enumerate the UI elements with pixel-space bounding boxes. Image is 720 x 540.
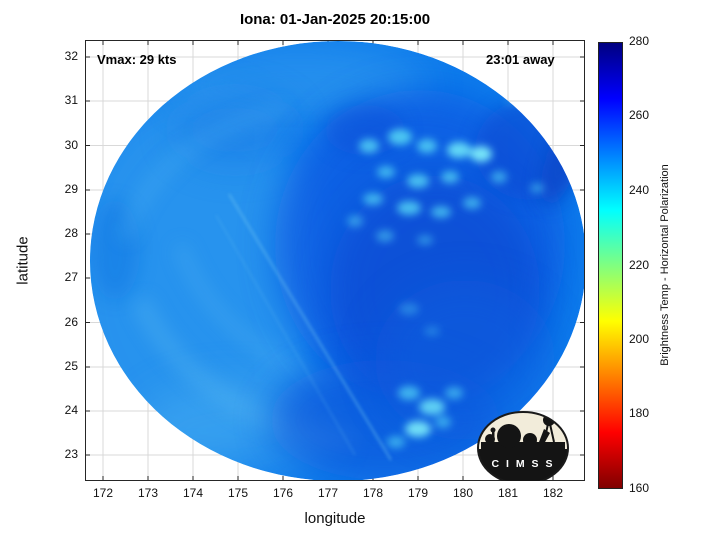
x-tick-label: 179: [407, 486, 429, 500]
y-tick-label: 27: [64, 270, 78, 284]
colorbar: [598, 42, 623, 489]
colorbar-tick-label: 280: [629, 34, 650, 48]
x-tick-label: 177: [317, 486, 339, 500]
page-title: Iona: 01-Jan-2025 20:15:00: [239, 11, 431, 28]
x-tick-label: 175: [227, 486, 249, 500]
x-tick-label: 176: [272, 486, 294, 500]
x-axis-label: longitude: [304, 510, 366, 527]
colorbar-axis-label: Brightness Temp - Horizontal Polarizatio…: [659, 164, 671, 366]
y-tick-label: 23: [64, 447, 78, 461]
x-tick-label: 178: [362, 486, 384, 500]
x-tick-label: 180: [452, 486, 474, 500]
axes-box: [85, 40, 585, 481]
x-tick-label: 174: [182, 486, 204, 500]
x-tick-label: 172: [92, 486, 114, 500]
x-tick-label: 173: [137, 486, 159, 500]
vmax-annotation: Vmax: 29 kts: [97, 52, 177, 67]
y-tick-label: 25: [64, 359, 78, 373]
colorbar-tick-label: 260: [629, 108, 650, 122]
y-tick-label: 30: [64, 138, 78, 152]
cimss-logo: C I M S S: [477, 411, 569, 481]
colorbar-tick-label: 200: [629, 332, 650, 346]
colorbar-tick-label: 180: [629, 406, 650, 420]
colorbar-tick-label: 220: [629, 258, 650, 272]
y-tick-label: 29: [64, 182, 78, 196]
plot-area: C I M S S: [85, 40, 585, 481]
countdown-annotation: 23:01 away: [486, 52, 555, 67]
y-tick-label: 24: [64, 403, 78, 417]
x-tick-label: 181: [497, 486, 519, 500]
y-tick-label: 31: [64, 93, 78, 107]
y-tick-label: 26: [64, 315, 78, 329]
colorbar-tick-label: 160: [629, 481, 650, 495]
y-tick-label: 32: [64, 49, 78, 63]
y-axis-label: latitude: [14, 236, 32, 285]
swath-plot: C I M S S: [85, 40, 585, 481]
x-tick-label: 182: [542, 486, 564, 500]
y-tick-label: 28: [64, 226, 78, 240]
colorbar-tick-label: 240: [629, 183, 650, 197]
cimss-logo-text: C I M S S: [492, 458, 555, 470]
